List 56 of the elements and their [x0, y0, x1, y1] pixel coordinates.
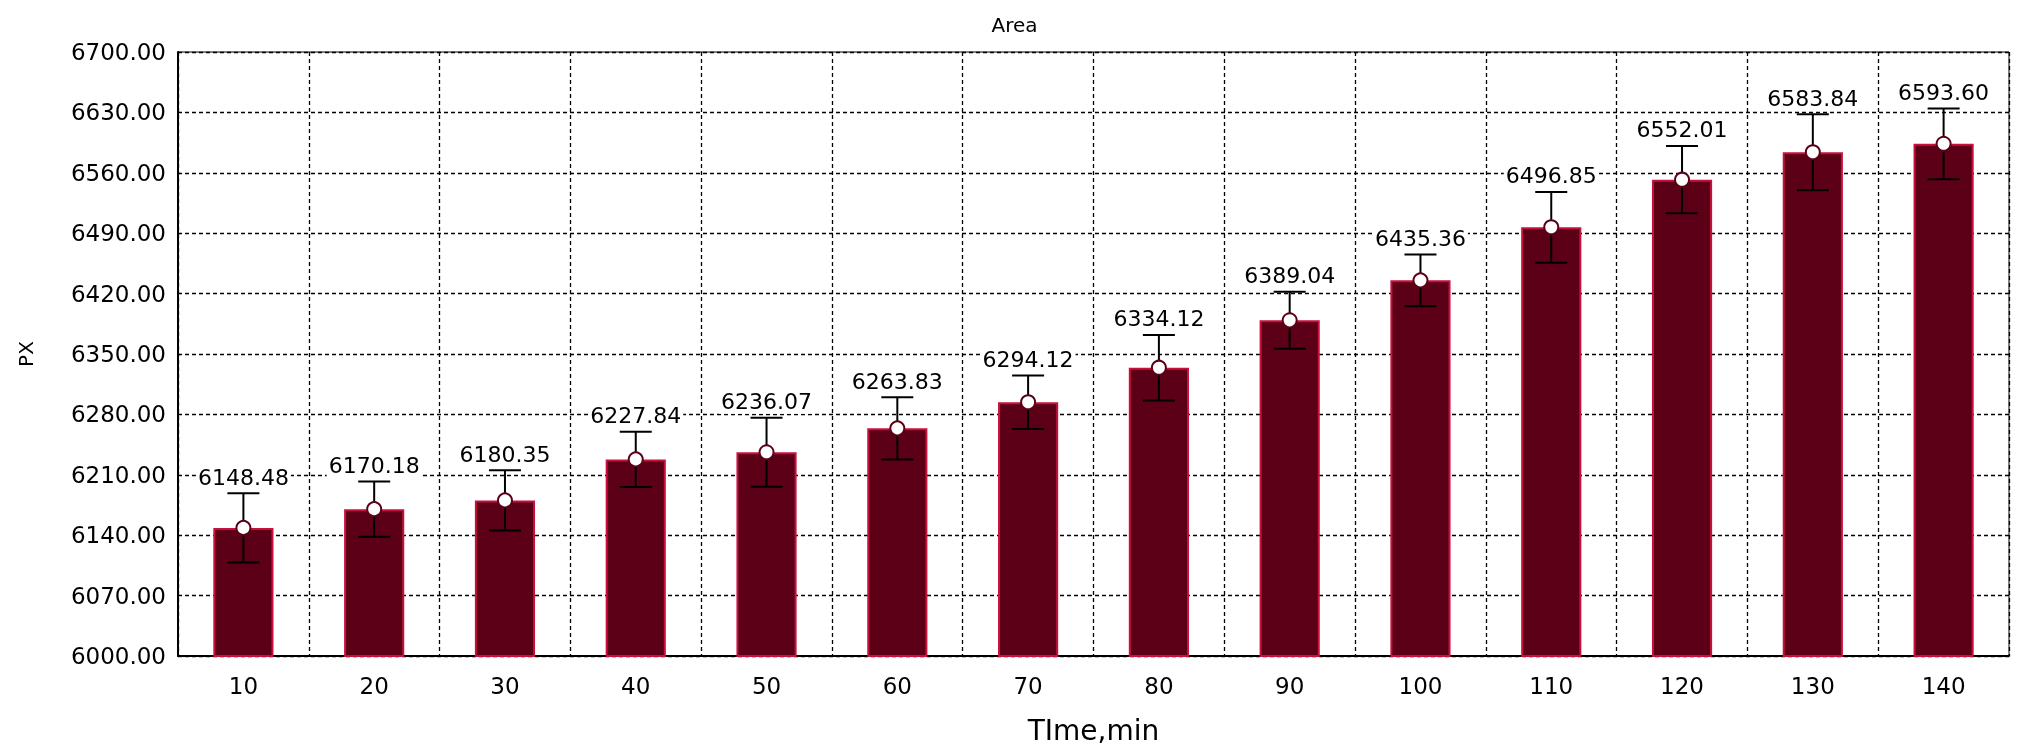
point [1412, 272, 1429, 289]
x-tick-label: 40 [621, 672, 651, 699]
point [366, 501, 383, 518]
data-label: 6435.36 [1374, 225, 1466, 251]
y-tick-label: 6490.00 [70, 220, 166, 247]
y-tick-label: 6560.00 [70, 159, 166, 186]
point [889, 420, 906, 437]
point [1281, 312, 1298, 329]
y-tick-label: 6630.00 [70, 99, 166, 126]
y-tick-label: 6140.00 [70, 522, 166, 549]
point [1674, 171, 1691, 188]
x-tick-label: 130 [1790, 672, 1835, 699]
point [1020, 394, 1037, 411]
y-axis-title: PX [14, 340, 38, 367]
y-tick-label: 6280.00 [70, 401, 166, 428]
y-tick-label: 6350.00 [70, 341, 166, 367]
y-tick-label: 6210.00 [70, 461, 166, 488]
y-tick-label: 6700.00 [70, 39, 166, 65]
data-label: 6236.07 [721, 389, 813, 415]
x-tick-label: 60 [882, 672, 912, 699]
data-label: 6593.60 [1898, 79, 1990, 105]
point [758, 444, 775, 461]
data-label: 6496.85 [1505, 163, 1597, 189]
point [235, 519, 252, 536]
point [1150, 359, 1167, 376]
point [1804, 144, 1821, 161]
data-label: 6334.12 [1113, 306, 1205, 332]
x-tick-label: 80 [1144, 672, 1174, 699]
point [1935, 135, 1952, 152]
point [1543, 219, 1560, 236]
point [627, 451, 644, 468]
data-label: 6263.83 [851, 368, 943, 394]
x-tick-label: 30 [490, 672, 520, 699]
y-tick-label: 6000.00 [70, 643, 166, 669]
x-tick-label: 50 [751, 672, 782, 699]
chart-title: Area [991, 13, 1038, 37]
data-label: 6583.84 [1767, 85, 1859, 111]
x-tick-label: 10 [228, 672, 259, 699]
x-axis-title: TIme,min [1026, 713, 1160, 747]
x-tick-label: 100 [1398, 672, 1443, 699]
point [496, 492, 513, 509]
x-tick-label: 110 [1529, 672, 1574, 699]
y-tick-label: 6420.00 [70, 280, 166, 307]
data-label: 6552.01 [1636, 117, 1728, 143]
y-tick-label: 6070.00 [70, 582, 166, 609]
x-tick-label: 120 [1660, 672, 1704, 699]
data-label: 6294.12 [982, 346, 1074, 372]
data-label: 6180.35 [459, 441, 551, 467]
x-tick-label: 140 [1921, 672, 1966, 699]
x-tick-label: 70 [1013, 672, 1043, 699]
data-label: 6170.18 [328, 452, 420, 478]
data-label: 6389.04 [1244, 263, 1336, 289]
x-tick-label: 20 [359, 672, 389, 699]
data-label: 6227.84 [590, 403, 682, 429]
x-tick-label: 90 [1275, 672, 1305, 699]
data-label: 6148.48 [197, 464, 289, 490]
